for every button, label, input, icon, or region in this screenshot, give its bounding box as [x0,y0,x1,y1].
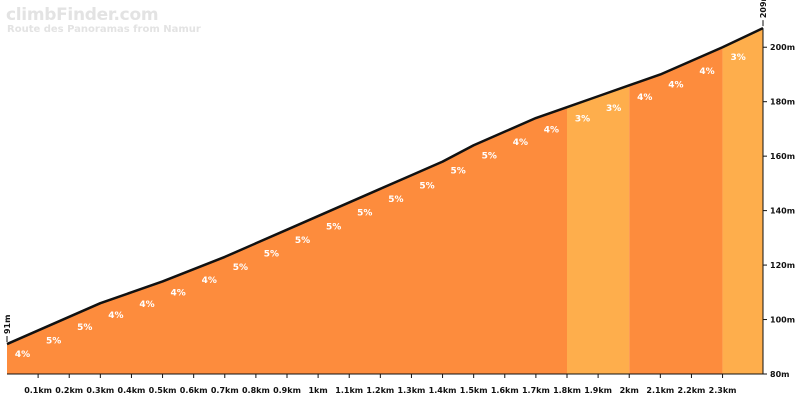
gradient-label: 4% [668,81,683,91]
gradient-label: 4% [170,288,185,298]
x-tick-label: 1.5km [460,386,488,395]
end-elevation-label: 209m [759,0,768,18]
x-tick-label: 0.2km [55,386,83,395]
axes: 0.1km 0.2km 0.3km 0.4km 0.5km 0.6km 0.7km 0.8km… [3,0,795,395]
gradient-label: 4% [544,126,559,136]
x-tick-label: 1.6km [491,386,519,395]
x-tick-label: 2.1km [646,386,674,395]
gradient-label: 5% [46,337,61,347]
y-tick-label: 200m [770,43,795,52]
gradient-label: 3% [606,104,621,114]
gradient-label: 5% [450,166,465,176]
gradient-segment-1 [567,85,630,374]
x-tick-label: 0.6km [180,386,208,395]
x-tick-label: 0.7km [211,386,239,395]
gradient-label: 5% [264,249,279,259]
x-tick-label: 0.8km [242,386,270,395]
y-tick-label: 80m [770,370,789,379]
x-tick-label: 1km [308,386,327,395]
x-tick-label: 1.9km [584,386,612,395]
gradient-label: 5% [419,181,434,191]
profile-outline [6,27,764,346]
x-tick-label: 1.8km [553,386,581,395]
start-elevation-label: 91m [3,315,12,334]
gradient-segment-2 [629,47,723,374]
y-tick-label: 140m [770,207,795,216]
x-tick-label: 1.2km [366,386,394,395]
x-tick-label: 1.7km [522,386,550,395]
x-tick-label: 0.3km [86,386,114,395]
x-tick-label: 0.5km [149,386,177,395]
gradient-label: 4% [108,311,123,321]
gradient-segments [7,28,763,374]
x-tick-label: 2.3km [709,386,737,395]
y-tick-label: 160m [770,152,795,161]
x-tick-label: 2.2km [678,386,706,395]
x-tick-label: 0.4km [118,386,146,395]
y-tick-label: 120m [770,261,795,270]
gradient-labels: 4% 5% 5% 4% 4% 4% 4% 5% 5% 5% 5% 5% 5% 5% 5% 5% 4% 4% 3% 3%… [15,53,746,360]
x-tick-label: 2km [620,386,639,395]
x-tick-label: 0.9km [273,386,301,395]
gradient-label: 3% [575,115,590,125]
gradient-label: 4% [637,93,652,103]
gradient-label: 4% [202,276,217,286]
gradient-label: 3% [730,53,745,63]
gradient-label: 5% [233,263,248,273]
x-tick-label: 1.4km [429,386,457,395]
gradient-label: 5% [326,222,341,232]
brand-logo-text: climbFinder.com [6,5,159,25]
x-tick-label: 1.3km [398,386,426,395]
gradient-label: 4% [513,138,528,148]
x-tick-label: 1.1km [335,386,363,395]
y-tick-label: 100m [770,316,795,325]
gradient-segment-0 [7,107,567,374]
gradient-label: 5% [77,323,92,333]
gradient-label: 4% [15,350,30,360]
gradient-label: 5% [357,209,372,219]
gradient-label: 5% [388,195,403,205]
route-subtitle: Route des Panoramas from Namur [7,24,201,35]
gradient-label: 5% [482,151,497,161]
y-tick-label: 180m [770,98,795,107]
gradient-segment-3 [722,28,763,374]
elevation-line [6,27,764,346]
gradient-label: 4% [139,300,154,310]
x-tick-label: 0.1km [24,386,52,395]
gradient-label: 5% [295,236,310,246]
gradient-label: 4% [699,67,714,77]
